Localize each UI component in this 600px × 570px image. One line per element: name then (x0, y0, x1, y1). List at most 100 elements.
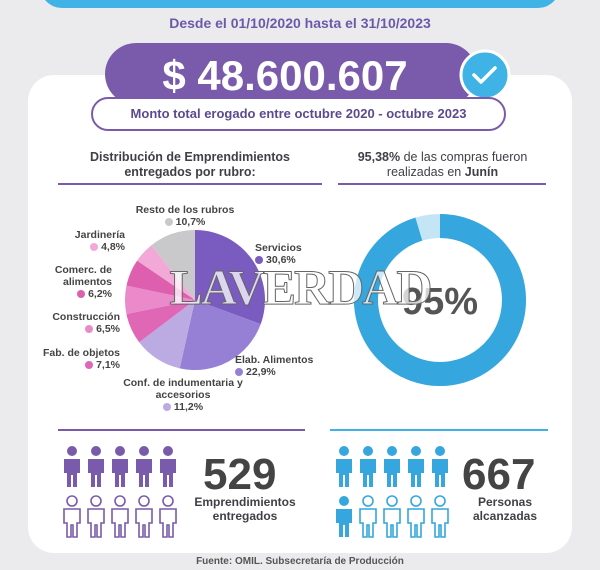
value-row: 30,6% (255, 254, 335, 266)
person-icon (383, 495, 401, 538)
category-label: Conf. de indumentaria y accesorios (123, 377, 243, 401)
person-icon (88, 446, 104, 487)
person-icon (111, 495, 129, 538)
person-head (387, 446, 397, 456)
watermark: LAVERDAD (169, 259, 433, 316)
pie-label: Construcción 6,5% (20, 311, 120, 335)
person-body (88, 459, 104, 487)
person-icon (360, 446, 376, 487)
category-label: Resto de los rubros (135, 204, 235, 216)
value-label: 10,7% (175, 216, 206, 228)
person-body (432, 459, 448, 487)
person-head (139, 446, 149, 456)
donut-title-text: de las compras fueron realizadas en (386, 150, 528, 179)
person-head (138, 495, 150, 507)
person-icon (64, 446, 80, 487)
total-amount: $ 48.600.607 (162, 52, 408, 99)
person-body (360, 459, 376, 487)
category-label: Construcción (52, 311, 120, 323)
pie-label: Fab. de objetos 7,1% (20, 347, 120, 371)
legend-dot (85, 325, 94, 333)
person-icon (408, 446, 424, 487)
pie-title: Distribución de Emprendimientos entregad… (89, 150, 291, 179)
person-body (87, 508, 105, 538)
value-label: 30,6% (266, 254, 296, 266)
source: Fuente: OMIL. Subsecretaría de Producció… (196, 556, 404, 567)
person-head (163, 446, 173, 456)
pie-label: Elab. Alimentos 22,9% (235, 354, 335, 378)
card (28, 75, 572, 553)
person-body (383, 508, 401, 538)
pie-slice (195, 230, 265, 325)
donut-chart: 95% (354, 214, 526, 386)
person-body (384, 459, 400, 487)
person-icon (336, 496, 352, 537)
pie-slice (179, 300, 261, 370)
pie-chart (125, 230, 265, 370)
pie-label: Resto de los rubros 10,7% (120, 204, 250, 228)
value-row: 11,2% (118, 401, 248, 413)
value-row: 6,5% (20, 323, 120, 335)
top-banner (45, 0, 555, 8)
value-label: 4,8% (101, 241, 125, 253)
person-head (410, 495, 422, 507)
check-badge (459, 49, 511, 101)
donut-place: Junín (464, 165, 499, 179)
value-row: 10,7% (120, 216, 250, 228)
category-label: Comerc. de alimentos (54, 264, 112, 288)
category-label: Jardinería (74, 229, 125, 241)
person-head (363, 446, 373, 456)
legend-dot (85, 361, 94, 369)
pie-slice (126, 260, 195, 300)
value-label: 6,2% (88, 288, 112, 300)
value-label: 22,9% (246, 366, 276, 378)
value-row: 6,2% (40, 288, 112, 300)
pie-slice (137, 245, 195, 300)
total-pill (105, 43, 477, 105)
value-row: 22,9% (235, 366, 335, 378)
person-icon (136, 446, 152, 487)
value-label: 11,2% (173, 401, 204, 413)
person-body (431, 508, 449, 538)
caption-pill (91, 97, 506, 131)
person-icon (359, 495, 377, 538)
legend-dot (164, 218, 173, 226)
person-head (90, 495, 102, 507)
person-head (339, 446, 349, 456)
pie-slice (125, 285, 195, 314)
pie-label: Jardinería 4,8% (20, 229, 125, 253)
person-head (115, 446, 125, 456)
person-body (63, 508, 81, 538)
person-head (66, 495, 78, 507)
pie-label: Servicios 30,6% (255, 242, 335, 266)
pie-label: Comerc. de alimentos 6,2% (40, 264, 112, 300)
person-body (408, 459, 424, 487)
person-head (91, 446, 101, 456)
person-head (114, 495, 126, 507)
person-head (434, 495, 446, 507)
person-head (67, 446, 77, 456)
person-body (359, 508, 377, 538)
category-label: Fab. de objetos (42, 347, 120, 359)
donut-highlight: 95,38% (357, 150, 401, 164)
person-icon (160, 446, 176, 487)
category-label: Elab. Alimentos (235, 354, 314, 366)
person-body (64, 459, 80, 487)
legend-dot (235, 368, 243, 376)
stat-number: 529 (203, 450, 277, 499)
stat-label: Emprendimientos entregados (194, 495, 296, 523)
value-label: 6,5% (96, 323, 120, 335)
person-body (160, 459, 176, 487)
pie-slice (151, 230, 195, 300)
person-icon (87, 495, 105, 538)
stat-label: Personas alcanzadas (472, 495, 538, 523)
person-head (339, 496, 349, 506)
person-head (362, 495, 374, 507)
category-label: Servicios (255, 242, 302, 254)
person-body (111, 508, 129, 538)
person-icon (112, 446, 128, 487)
person-head (411, 446, 421, 456)
person-body (159, 508, 177, 538)
